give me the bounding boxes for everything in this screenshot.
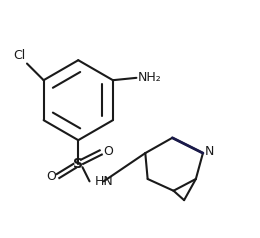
Text: Cl: Cl [14,49,26,62]
Text: N: N [205,145,214,159]
Text: HN: HN [95,175,113,188]
Text: S: S [73,157,83,171]
Text: O: O [46,170,56,183]
Text: O: O [103,145,113,159]
Text: NH₂: NH₂ [138,71,161,84]
